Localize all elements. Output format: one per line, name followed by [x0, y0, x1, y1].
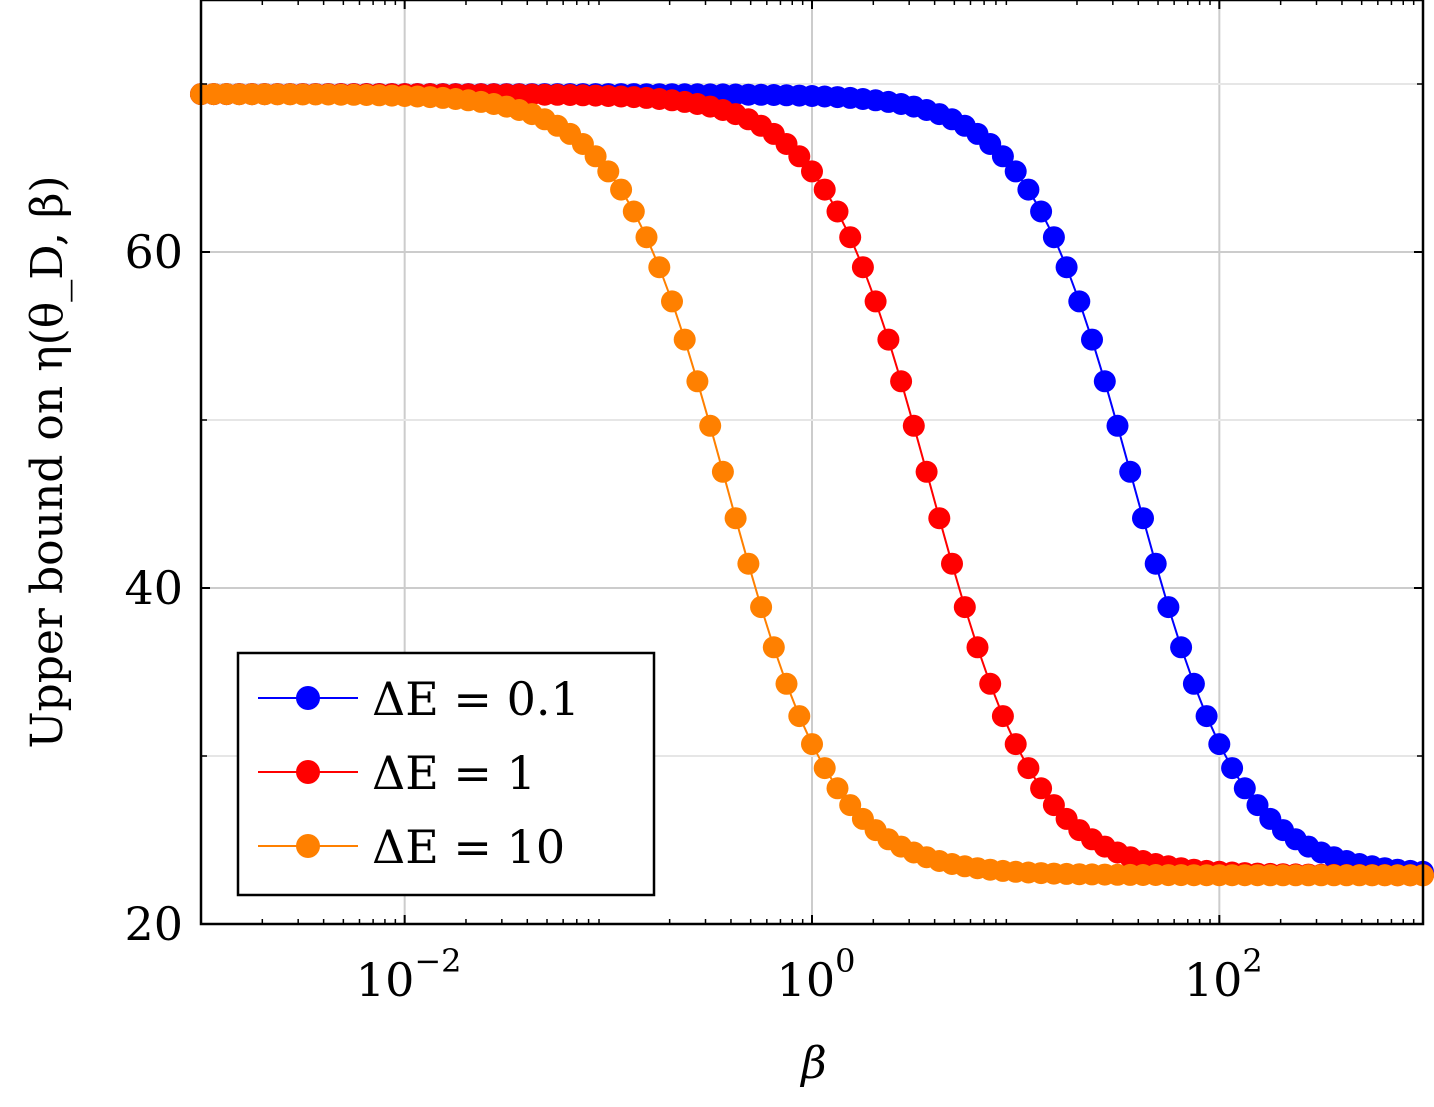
x-tick-label: 100: [777, 942, 856, 1007]
legend-marker: [296, 834, 320, 858]
y-tick-label: 60: [124, 225, 183, 279]
data-point: [1246, 794, 1269, 817]
data-point: [864, 290, 887, 313]
data-point: [991, 145, 1014, 168]
data-point: [953, 596, 976, 619]
data-point: [826, 200, 849, 223]
series-2: [190, 83, 1434, 887]
data-point: [711, 460, 734, 483]
data-point: [851, 256, 874, 279]
data-point: [839, 226, 862, 249]
data-point: [648, 256, 671, 279]
data-point: [686, 370, 709, 393]
data-point: [1119, 460, 1142, 483]
data-point: [1233, 777, 1256, 800]
data-point: [1157, 596, 1180, 619]
data-point: [1068, 290, 1091, 313]
data-point: [775, 672, 798, 695]
data-point: [1017, 757, 1040, 780]
data-point: [788, 145, 811, 168]
data-point: [877, 328, 900, 351]
data-point: [1004, 733, 1027, 756]
legend-marker: [296, 760, 320, 784]
data-point: [661, 290, 683, 313]
legend: ΔE = 0.1 ΔE = 1 ΔE = 10: [236, 651, 656, 897]
data-point: [801, 160, 823, 183]
data-point: [1170, 636, 1193, 659]
data-point: [902, 414, 925, 437]
data-point: [1221, 757, 1244, 780]
data-point: [750, 596, 773, 619]
data-point: [1055, 256, 1078, 279]
data-point: [966, 636, 989, 659]
data-point: [699, 414, 722, 437]
data-point: [610, 178, 633, 201]
data-point: [1030, 200, 1053, 223]
data-point: [788, 705, 811, 728]
data-point: [673, 328, 696, 351]
data-point: [826, 777, 849, 800]
x-tick-label: 102: [1184, 942, 1263, 1007]
data-point: [737, 552, 760, 575]
data-point: [915, 460, 938, 483]
legend-entry: ΔE = 10: [258, 820, 565, 874]
data-point: [801, 733, 823, 756]
data-point: [1017, 178, 1040, 201]
data-point: [1132, 507, 1154, 530]
data-point: [1195, 705, 1218, 728]
series-layer: [190, 83, 1434, 887]
data-point: [622, 200, 645, 223]
axis-ticks: 10−2 100 102 20 40 60: [124, 0, 1423, 1007]
data-point: [813, 757, 836, 780]
legend-label: ΔE = 0.1: [372, 672, 580, 726]
legend-entry: ΔE = 1: [258, 746, 536, 800]
legend-label: ΔE = 1: [372, 746, 536, 800]
data-point: [635, 226, 658, 249]
data-point: [1093, 370, 1116, 393]
data-point: [1106, 414, 1129, 437]
data-point: [724, 507, 747, 530]
data-point: [1208, 733, 1231, 756]
data-point: [941, 552, 963, 575]
data-point: [1004, 160, 1027, 183]
x-axis-label: β: [799, 1038, 826, 1089]
data-point: [597, 160, 620, 183]
legend-marker: [296, 686, 320, 710]
data-point: [1182, 672, 1205, 695]
y-axis-label: Upper bound on η(θ_D, β): [22, 175, 73, 748]
data-point: [813, 178, 836, 201]
data-point: [1042, 226, 1065, 249]
data-point: [890, 370, 913, 393]
y-tick-label: 20: [124, 897, 183, 951]
data-point: [762, 636, 785, 659]
data-point: [584, 145, 607, 168]
legend-label: ΔE = 10: [372, 820, 565, 874]
legend-entry: ΔE = 0.1: [258, 672, 580, 726]
data-point: [1081, 328, 1103, 351]
data-point: [1030, 777, 1053, 800]
data-point: [1144, 552, 1167, 575]
data-point: [928, 507, 951, 530]
data-point: [979, 672, 1002, 695]
data-point: [991, 705, 1014, 728]
x-tick-label: 10−2: [356, 942, 462, 1007]
y-tick-label: 40: [124, 561, 183, 615]
